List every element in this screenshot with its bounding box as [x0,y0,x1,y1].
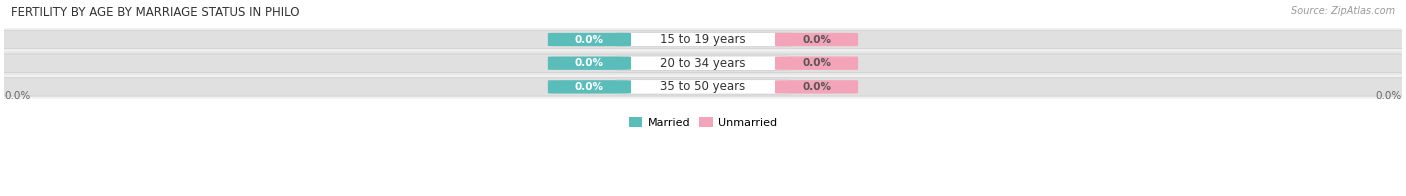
Text: 0.0%: 0.0% [801,58,831,68]
Legend: Married, Unmarried: Married, Unmarried [624,113,782,132]
Bar [4,28,1402,51]
Text: 0.0%: 0.0% [575,82,605,92]
FancyBboxPatch shape [0,78,1406,96]
Text: 35 to 50 years: 35 to 50 years [661,80,745,93]
Text: 0.0%: 0.0% [1375,91,1402,101]
Text: 0.0%: 0.0% [801,82,831,92]
FancyBboxPatch shape [0,30,1406,49]
Text: FERTILITY BY AGE BY MARRIAGE STATUS IN PHILO: FERTILITY BY AGE BY MARRIAGE STATUS IN P… [11,6,299,19]
Bar [4,75,1402,99]
FancyBboxPatch shape [616,56,790,70]
FancyBboxPatch shape [548,56,631,70]
Text: Source: ZipAtlas.com: Source: ZipAtlas.com [1291,6,1395,16]
FancyBboxPatch shape [616,80,790,94]
FancyBboxPatch shape [548,33,631,46]
FancyBboxPatch shape [775,80,858,93]
Text: 0.0%: 0.0% [4,91,31,101]
Text: 15 to 19 years: 15 to 19 years [661,33,745,46]
Bar [4,51,1402,75]
FancyBboxPatch shape [775,33,858,46]
Text: 0.0%: 0.0% [575,58,605,68]
FancyBboxPatch shape [775,56,858,70]
Text: 20 to 34 years: 20 to 34 years [661,57,745,70]
Text: 0.0%: 0.0% [801,34,831,44]
FancyBboxPatch shape [548,80,631,93]
FancyBboxPatch shape [616,32,790,47]
FancyBboxPatch shape [0,54,1406,73]
Text: 0.0%: 0.0% [575,34,605,44]
